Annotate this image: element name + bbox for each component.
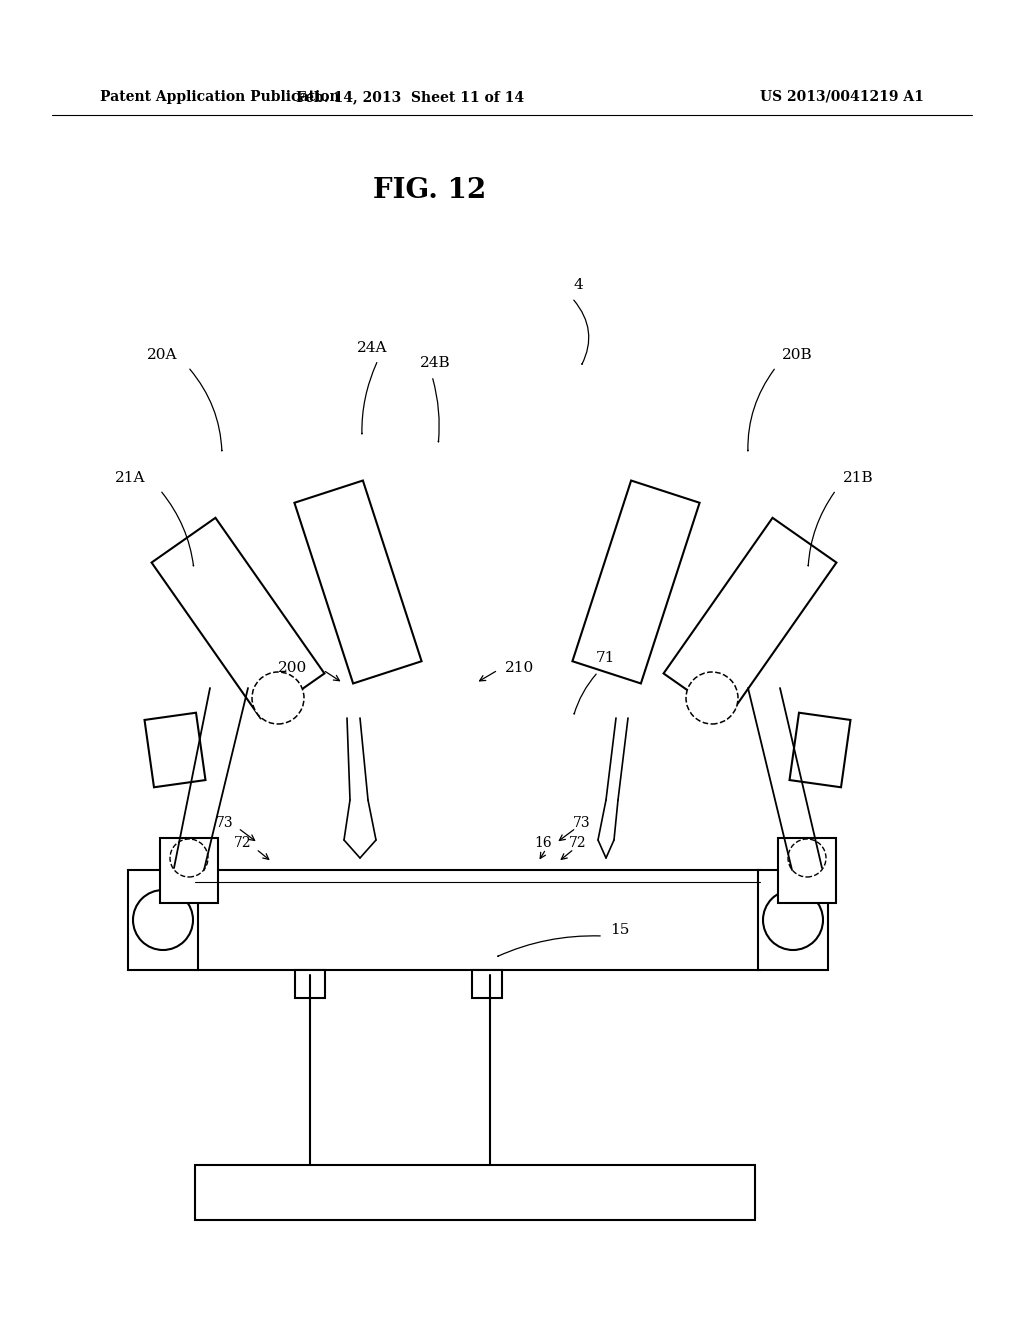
- Bar: [778, 838, 836, 903]
- Bar: [472, 970, 502, 998]
- FancyArrowPatch shape: [808, 492, 835, 566]
- FancyArrowPatch shape: [498, 936, 600, 956]
- Circle shape: [686, 672, 738, 723]
- Text: 73: 73: [573, 816, 591, 830]
- FancyArrowPatch shape: [189, 370, 222, 451]
- Bar: [195, 1166, 755, 1220]
- Text: 72: 72: [234, 836, 252, 850]
- Text: FIG. 12: FIG. 12: [374, 177, 486, 203]
- FancyArrowPatch shape: [573, 300, 589, 364]
- Circle shape: [788, 840, 826, 876]
- FancyArrowPatch shape: [748, 370, 774, 451]
- Text: Patent Application Publication: Patent Application Publication: [100, 90, 340, 104]
- Text: US 2013/0041219 A1: US 2013/0041219 A1: [760, 90, 924, 104]
- Polygon shape: [664, 517, 837, 718]
- Text: 21B: 21B: [843, 471, 873, 484]
- Circle shape: [170, 840, 208, 876]
- Text: 72: 72: [569, 836, 587, 850]
- FancyArrowPatch shape: [162, 492, 194, 566]
- Bar: [758, 870, 828, 970]
- Text: 73: 73: [216, 816, 233, 830]
- Bar: [128, 870, 198, 970]
- Text: 24B: 24B: [420, 356, 451, 370]
- Polygon shape: [295, 480, 422, 684]
- Text: 71: 71: [595, 651, 614, 665]
- Polygon shape: [790, 713, 851, 787]
- FancyArrowPatch shape: [361, 363, 377, 434]
- Circle shape: [763, 890, 823, 950]
- Text: 15: 15: [610, 923, 630, 937]
- Text: 21A: 21A: [115, 471, 145, 484]
- Text: Feb. 14, 2013  Sheet 11 of 14: Feb. 14, 2013 Sheet 11 of 14: [296, 90, 524, 104]
- Text: 200: 200: [279, 661, 307, 675]
- FancyArrowPatch shape: [574, 675, 596, 714]
- Circle shape: [252, 672, 304, 723]
- Bar: [295, 970, 325, 998]
- Text: 24A: 24A: [356, 341, 387, 355]
- Text: 210: 210: [506, 661, 535, 675]
- Bar: [195, 870, 760, 970]
- Text: 4: 4: [573, 279, 583, 292]
- Text: 20B: 20B: [781, 348, 812, 362]
- Polygon shape: [152, 517, 325, 718]
- Text: 20A: 20A: [146, 348, 177, 362]
- Text: 16: 16: [535, 836, 552, 850]
- FancyArrowPatch shape: [433, 379, 439, 442]
- Polygon shape: [144, 713, 206, 787]
- Circle shape: [133, 890, 193, 950]
- Polygon shape: [572, 480, 699, 684]
- Bar: [160, 838, 218, 903]
